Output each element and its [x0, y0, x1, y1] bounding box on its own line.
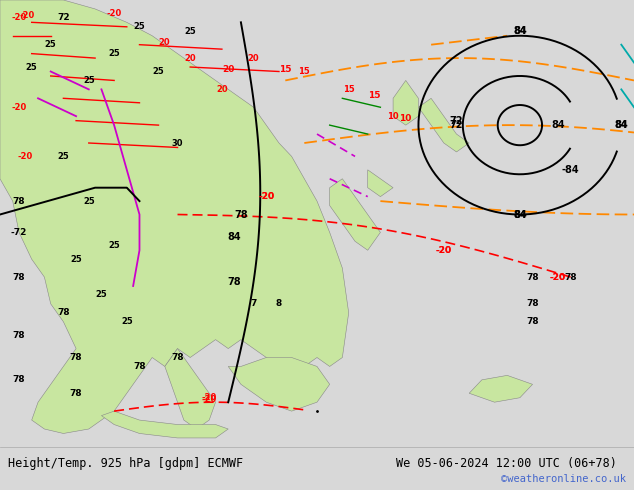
Text: 78: 78: [13, 196, 25, 206]
Text: 25: 25: [153, 67, 164, 76]
Text: 15: 15: [343, 85, 354, 94]
Text: -20: -20: [550, 272, 566, 282]
Text: 10: 10: [399, 114, 412, 122]
Text: 10: 10: [387, 112, 399, 121]
Text: -20: -20: [11, 103, 27, 112]
Text: 25: 25: [108, 241, 120, 250]
Text: 78: 78: [57, 308, 70, 318]
Text: 84: 84: [551, 120, 565, 130]
Text: 78: 78: [133, 362, 146, 371]
Polygon shape: [101, 411, 228, 438]
Text: 20: 20: [184, 53, 196, 63]
Text: 84: 84: [228, 232, 242, 242]
Text: -20: -20: [436, 246, 452, 255]
Text: 15: 15: [368, 91, 380, 100]
Text: 78: 78: [526, 272, 539, 282]
Text: Height/Temp. 925 hPa [gdpm] ECMWF: Height/Temp. 925 hPa [gdpm] ECMWF: [8, 457, 243, 469]
Text: 25: 25: [184, 27, 196, 36]
Text: 72: 72: [450, 116, 463, 125]
Text: 15: 15: [279, 65, 292, 74]
Text: 25: 25: [45, 40, 56, 49]
Text: -20: -20: [107, 9, 122, 18]
Text: -20: -20: [202, 395, 217, 404]
Text: 20: 20: [222, 65, 235, 74]
Polygon shape: [418, 98, 469, 152]
Text: 78: 78: [70, 353, 82, 362]
Text: 78: 78: [228, 276, 242, 287]
Polygon shape: [165, 348, 216, 429]
Text: 25: 25: [134, 23, 145, 31]
Polygon shape: [330, 179, 380, 250]
Polygon shape: [0, 0, 349, 434]
Text: 78: 78: [70, 389, 82, 398]
Text: -72: -72: [11, 228, 27, 237]
Polygon shape: [368, 170, 393, 196]
Text: 25: 25: [83, 76, 94, 85]
Text: 25: 25: [58, 152, 69, 161]
Text: 25: 25: [26, 63, 37, 72]
Text: 15: 15: [299, 67, 310, 76]
Text: 84: 84: [614, 120, 628, 130]
Text: 78: 78: [564, 272, 577, 282]
Text: 8: 8: [276, 299, 282, 308]
Text: 7: 7: [250, 299, 257, 308]
Text: 84: 84: [513, 26, 527, 36]
Text: -20: -20: [436, 246, 452, 255]
Text: 78: 78: [526, 317, 539, 326]
Text: 20: 20: [216, 85, 228, 94]
Polygon shape: [228, 358, 330, 411]
Text: -20: -20: [18, 152, 33, 161]
Text: 25: 25: [121, 317, 133, 326]
Text: -20: -20: [550, 272, 566, 282]
Polygon shape: [469, 375, 533, 402]
Text: -20: -20: [19, 11, 34, 20]
Text: 78: 78: [526, 299, 539, 308]
Text: We 05-06-2024 12:00 UTC (06+78): We 05-06-2024 12:00 UTC (06+78): [396, 457, 617, 469]
Text: 84: 84: [614, 120, 628, 130]
Text: 30: 30: [172, 139, 183, 147]
Text: 78: 78: [171, 353, 184, 362]
Text: 25: 25: [70, 255, 82, 264]
Text: 78: 78: [13, 272, 25, 282]
Text: -20: -20: [258, 192, 275, 201]
Polygon shape: [393, 80, 418, 125]
Text: 78: 78: [234, 210, 248, 220]
Text: 72: 72: [450, 120, 463, 130]
Text: 25: 25: [96, 291, 107, 299]
Text: 84: 84: [513, 210, 527, 220]
Text: ©weatheronline.co.uk: ©weatheronline.co.uk: [501, 474, 626, 484]
Text: 20: 20: [158, 38, 170, 47]
Text: -20: -20: [11, 13, 27, 23]
Text: 25: 25: [83, 196, 94, 206]
Text: 72: 72: [57, 13, 70, 23]
Text: 84: 84: [513, 26, 527, 36]
Text: -20: -20: [258, 192, 275, 201]
Text: -84: -84: [562, 165, 579, 175]
Text: 25: 25: [108, 49, 120, 58]
Text: -20: -20: [202, 393, 217, 402]
Text: 84: 84: [513, 210, 527, 220]
Text: 78: 78: [13, 331, 25, 340]
Text: 78: 78: [13, 375, 25, 384]
Text: 20: 20: [248, 53, 259, 63]
